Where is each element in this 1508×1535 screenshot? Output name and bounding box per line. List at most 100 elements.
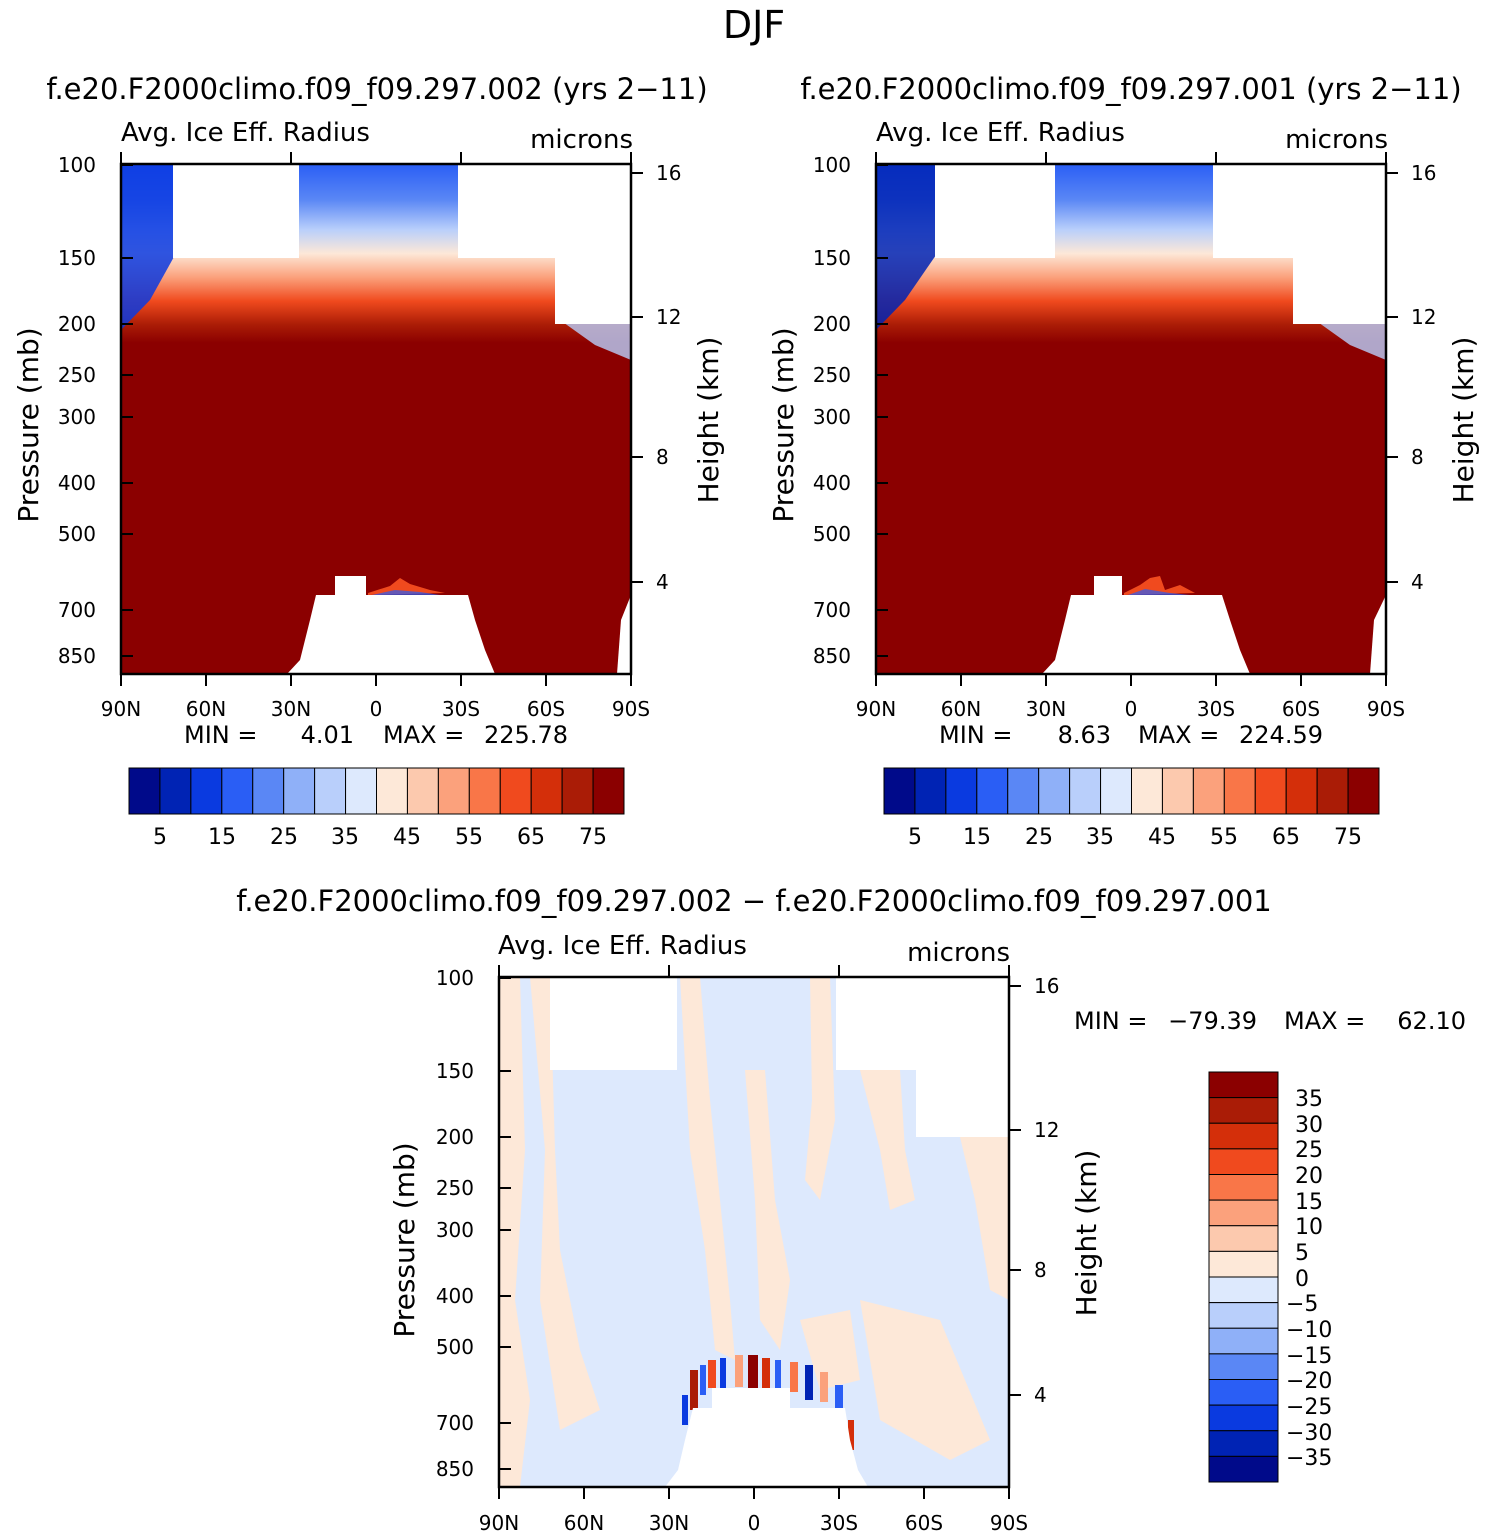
colorbar-swatch	[345, 767, 377, 815]
panel-title: f.e20.F2000climo.f09_f09.297.001 (yrs 2−…	[800, 72, 1461, 106]
colorbar-swatch	[592, 767, 625, 815]
x-tick-label: 30N	[649, 1511, 689, 1535]
colorbar-label: 75	[1334, 825, 1362, 850]
y-tick-label: 300	[436, 1218, 474, 1242]
y-tick-label: 400	[813, 471, 851, 495]
min-value: 4.01	[301, 721, 354, 749]
missing-region	[1213, 164, 1386, 258]
y-tick-label: 250	[436, 1176, 474, 1200]
colorbar-label: 15	[963, 825, 991, 850]
min-max-readout: MIN = 4.01 MAX = 225.78	[184, 721, 568, 749]
colorbar-swatch	[1223, 767, 1256, 815]
y-tick-label: 150	[58, 246, 96, 270]
colorbar-swatch	[1208, 1404, 1279, 1432]
positive-anomaly-band	[530, 977, 600, 1430]
colorbar: 35 30 25 20 15 10 5 0 −5 −10 −15 −20 −25…	[1208, 1071, 1332, 1483]
colorbar: 5 15 25 35 45 55 65 75	[883, 767, 1380, 850]
positive-anomaly-band	[800, 1310, 860, 1390]
x-tick-label: 60S	[1282, 697, 1320, 721]
colorbar-swatches	[128, 767, 625, 815]
min-label: MIN =	[184, 721, 257, 749]
panel-subtitle-left: Avg. Ice Eff. Radius	[121, 118, 370, 148]
colorbar-label: 10	[1295, 1215, 1323, 1240]
colorbar-swatch	[1208, 1302, 1279, 1329]
y-axis-right: Height (km) 16 12 8 4	[631, 161, 725, 594]
x-tick-label: 90N	[856, 697, 896, 721]
colorbar-label: 25	[1295, 1138, 1323, 1163]
missing-region	[555, 257, 631, 324]
colorbar-label: 35	[1295, 1087, 1323, 1112]
y2-tick-label: 8	[1411, 445, 1424, 469]
topography-south	[1370, 595, 1386, 674]
y-tick-label: 850	[813, 644, 851, 668]
colorbar-swatch	[1069, 767, 1102, 815]
colorbar-swatch	[1038, 767, 1071, 815]
panel-left: f.e20.F2000climo.f09_f09.297.002 (yrs 2−…	[12, 72, 725, 850]
plot-field	[876, 164, 1386, 674]
colorbar-label: 65	[1272, 825, 1300, 850]
colorbar-swatch	[159, 767, 192, 815]
y-tick-label: 200	[58, 312, 96, 336]
positive-anomaly-band	[499, 977, 530, 1487]
polar-band-n	[876, 164, 936, 330]
colorbar-swatch	[1192, 767, 1225, 815]
x-tick-label: 30S	[1197, 697, 1235, 721]
min-value: 8.63	[1058, 721, 1111, 749]
colorbar-label: −15	[1286, 1344, 1332, 1369]
panel-diff: f.e20.F2000climo.f09_f09.297.002 − f.e20…	[236, 884, 1466, 1535]
y-tick-label: 100	[813, 153, 851, 177]
y2-tick-label: 8	[656, 445, 669, 469]
y2-tick-label: 4	[1034, 1383, 1047, 1407]
x-tick-label: 90S	[990, 1511, 1028, 1535]
y-axis-left: Pressure (mb) 100 150 200 250 300 400 50…	[767, 153, 888, 668]
colorbar-swatch	[252, 767, 285, 815]
y2-tick-label: 4	[656, 570, 669, 594]
colorbar-swatch	[221, 767, 254, 815]
positive-anomaly-band	[680, 977, 735, 1360]
positive-anomaly-band	[960, 1137, 1009, 1300]
colorbar-swatch	[561, 767, 594, 815]
y-tick-label: 200	[436, 1125, 474, 1149]
min-label: MIN =	[939, 721, 1012, 749]
colorbar-swatch	[1208, 1071, 1279, 1099]
min-label: MIN =	[1074, 1007, 1147, 1035]
panel-subtitle-left: Avg. Ice Eff. Radius	[876, 118, 1125, 148]
y-axis-left: Pressure (mb) 100 150 200 250 300 400 50…	[12, 153, 133, 668]
x-tick-label: 60S	[905, 1511, 943, 1535]
colorbar-label: 25	[270, 825, 298, 850]
missing-region	[550, 977, 677, 1070]
x-axis: 90N 60N 30N 0 30S 60S 90S	[479, 965, 1028, 1535]
colorbar-label: 15	[208, 825, 236, 850]
max-value: 225.78	[484, 721, 568, 749]
colorbar-label: 25	[1025, 825, 1053, 850]
colorbar-label: 30	[1295, 1113, 1323, 1138]
colorbar-swatch	[1208, 1430, 1279, 1457]
x-tick-label: 0	[748, 1511, 761, 1535]
x-tick-label: 60N	[564, 1511, 604, 1535]
colorbar-swatch	[376, 767, 408, 815]
y-tick-label: 300	[58, 405, 96, 429]
colorbar-swatches	[1208, 1071, 1279, 1483]
min-value: −79.39	[1168, 1007, 1257, 1035]
y-tick-label: 500	[813, 522, 851, 546]
positive-anomaly-band	[805, 977, 835, 1200]
polar-band-n	[121, 164, 175, 330]
colorbar-swatch	[1208, 1250, 1279, 1278]
max-value: 224.59	[1239, 721, 1323, 749]
colorbar-swatch	[1208, 1276, 1279, 1304]
y2-tick-label: 16	[656, 161, 681, 185]
min-max-readout: MIN = 8.63 MAX = 224.59	[939, 721, 1323, 749]
colorbar-swatch	[1347, 767, 1380, 815]
colorbar-label: 55	[1210, 825, 1238, 850]
x-axis: 90N 60N 30N 0 30S 60S 90S	[856, 152, 1405, 721]
x-tick-label: 90N	[479, 1511, 519, 1535]
colorbar-label: −25	[1286, 1395, 1332, 1420]
x-tick-label: 60S	[527, 697, 565, 721]
y-tick-label: 250	[813, 363, 851, 387]
colorbar-label: 20	[1295, 1164, 1323, 1189]
max-label: MAX =	[1138, 721, 1219, 749]
colorbar-swatch	[1208, 1455, 1279, 1483]
missing-region	[458, 164, 631, 258]
topo-edge-noise	[372, 590, 440, 595]
colorbar-swatch	[1208, 1148, 1279, 1175]
